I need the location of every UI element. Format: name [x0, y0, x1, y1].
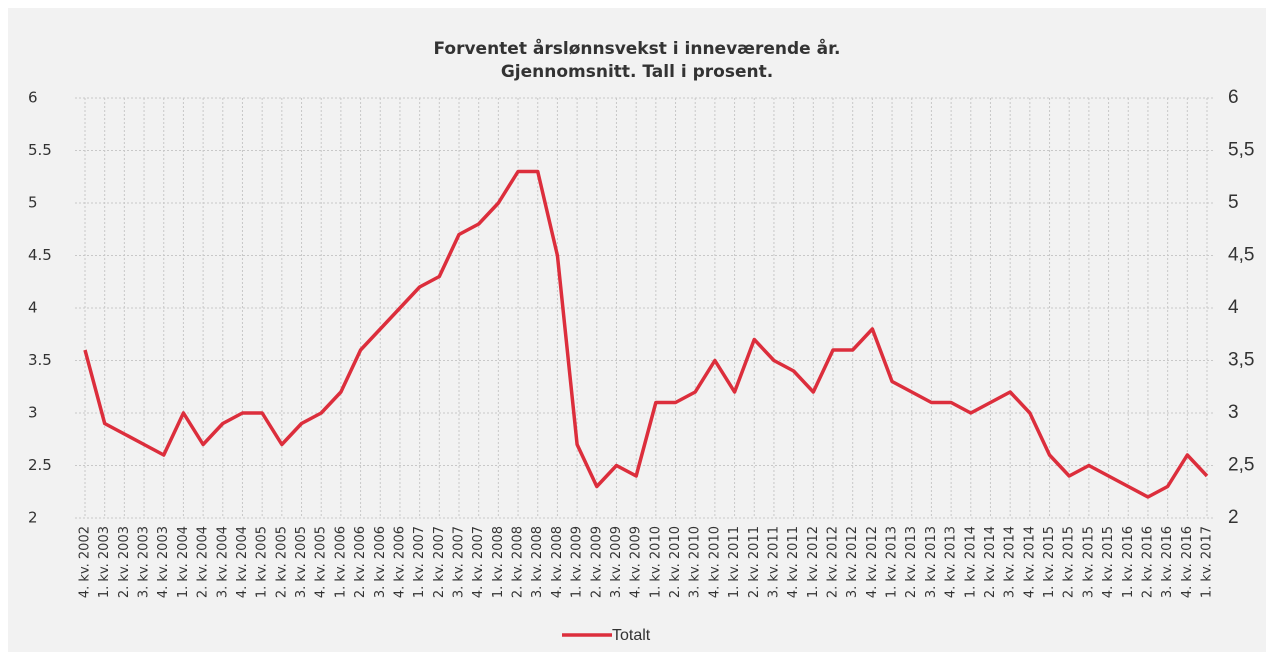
x-tick-label: 4. kv. 2003: [156, 526, 171, 598]
x-tick-label: 2. kv. 2006: [353, 526, 368, 598]
y2-tick-label: 2: [1228, 507, 1239, 528]
y2-tick-label: 3,5: [1228, 350, 1254, 371]
x-tick-label: 1. kv. 2011: [727, 526, 742, 598]
y2-tick-label: 5,5: [1228, 140, 1254, 161]
y2-tick-label: 4,5: [1228, 245, 1254, 266]
y-tick-label: 3.5: [28, 351, 52, 369]
data-line: [83, 169, 1209, 499]
x-tick-label: 4. kv. 2016: [1180, 526, 1195, 598]
x-tick-label: 4. kv. 2005: [314, 526, 329, 598]
x-tick-label: 4. kv. 2015: [1101, 526, 1116, 598]
x-tick-label: 2. kv. 2015: [1062, 526, 1077, 598]
x-tick-label: 3. kv. 2013: [924, 526, 939, 598]
x-tick-label: 1. kv. 2009: [570, 526, 585, 598]
x-tick-label: 4. kv. 2014: [1022, 526, 1037, 598]
x-tick-label: 3. kv. 2008: [530, 526, 545, 598]
y-tick-label: 4: [28, 299, 38, 317]
x-tick-label: 1. kv. 2007: [412, 526, 427, 598]
y-tick-label: 2.5: [28, 456, 52, 474]
x-tick-label: 4. kv. 2002: [78, 526, 93, 598]
x-tick-label: 3. kv. 2003: [137, 526, 152, 598]
chart-background: [8, 8, 1266, 652]
x-tick-label: 3. kv. 2012: [845, 526, 860, 598]
x-tick-label: 2. kv. 2004: [196, 526, 211, 598]
x-tick-label: 2. kv. 2016: [1140, 526, 1155, 598]
x-tick-label: 2. kv. 2003: [117, 526, 132, 598]
y2-tick-label: 5: [1228, 192, 1239, 213]
x-tick-label: 2. kv. 2012: [826, 526, 841, 598]
y-tick-label: 3: [28, 404, 38, 422]
x-tick-label: 3. kv. 2011: [766, 526, 781, 598]
x-tick-label: 1. kv. 2008: [491, 526, 506, 598]
x-tick-label: 3. kv. 2009: [609, 526, 624, 598]
y-tick-label: 4.5: [28, 246, 52, 264]
x-tick-label: 2. kv. 2014: [983, 526, 998, 598]
x-tick-label: 1. kv. 2012: [806, 526, 821, 598]
x-tick-label: 2. kv. 2005: [274, 526, 289, 598]
x-tick-label: 3. kv. 2016: [1160, 526, 1175, 598]
x-tick-label: 3. kv. 2006: [373, 526, 388, 598]
x-tick-label: 3. kv. 2015: [1081, 526, 1096, 598]
y2-tick-label: 4: [1228, 297, 1239, 318]
y2-tick-label: 3: [1228, 402, 1239, 423]
y2-tick-label: 2,5: [1228, 455, 1254, 476]
x-tick-label: 4. kv. 2009: [629, 526, 644, 598]
chart-title: Gjennomsnitt. Tall i prosent.: [501, 62, 773, 82]
x-tick-label: 1. kv. 2004: [176, 526, 191, 598]
x-tick-label: 2. kv. 2008: [511, 526, 526, 598]
x-tick-label: 3. kv. 2005: [294, 526, 309, 598]
x-tick-label: 4. kv. 2010: [707, 526, 722, 598]
y2-tick-label: 6: [1228, 87, 1239, 108]
x-tick-label: 3. kv. 2014: [1003, 526, 1018, 598]
x-tick-label: 4. kv. 2013: [944, 526, 959, 598]
legend-label: Totalt: [612, 627, 651, 644]
x-tick-label: 2. kv. 2010: [668, 526, 683, 598]
x-tick-label: 1. kv. 2010: [648, 526, 663, 598]
chart-title: Forventet årslønnsvekst i inneværende år…: [433, 37, 840, 59]
x-tick-label: 4. kv. 2004: [235, 526, 250, 598]
x-tick-label: 2. kv. 2009: [589, 526, 604, 598]
x-tick-label: 4. kv. 2008: [550, 526, 565, 598]
y-tick-label: 2: [28, 509, 38, 527]
x-tick-label: 4. kv. 2007: [471, 526, 486, 598]
x-tick-label: 1. kv. 2005: [255, 526, 270, 598]
y-tick-label: 6: [28, 89, 38, 107]
x-tick-label: 1. kv. 2017: [1200, 526, 1215, 598]
x-tick-label: 2. kv. 2007: [432, 526, 447, 598]
x-tick-label: 1. kv. 2006: [333, 526, 348, 598]
x-tick-label: 3. kv. 2004: [215, 526, 230, 598]
x-tick-label: 1. kv. 2003: [97, 526, 112, 598]
x-tick-label: 2. kv. 2011: [747, 526, 762, 598]
x-tick-label: 1. kv. 2014: [963, 526, 978, 598]
x-tick-label: 1. kv. 2013: [885, 526, 900, 598]
x-tick-label: 3. kv. 2007: [452, 526, 467, 598]
y-tick-label: 5.5: [28, 141, 52, 159]
x-tick-label: 2. kv. 2013: [904, 526, 919, 598]
x-tick-label: 4. kv. 2011: [786, 526, 801, 598]
y-tick-label: 5: [28, 194, 38, 212]
x-tick-label: 3. kv. 2010: [688, 526, 703, 598]
x-tick-label: 1. kv. 2016: [1121, 526, 1136, 598]
x-tick-label: 1. kv. 2015: [1042, 526, 1057, 598]
x-tick-label: 4. kv. 2012: [865, 526, 880, 598]
x-tick-label: 4. kv. 2006: [392, 526, 407, 598]
